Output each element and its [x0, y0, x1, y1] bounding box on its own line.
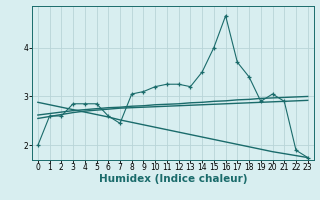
X-axis label: Humidex (Indice chaleur): Humidex (Indice chaleur) — [99, 174, 247, 184]
